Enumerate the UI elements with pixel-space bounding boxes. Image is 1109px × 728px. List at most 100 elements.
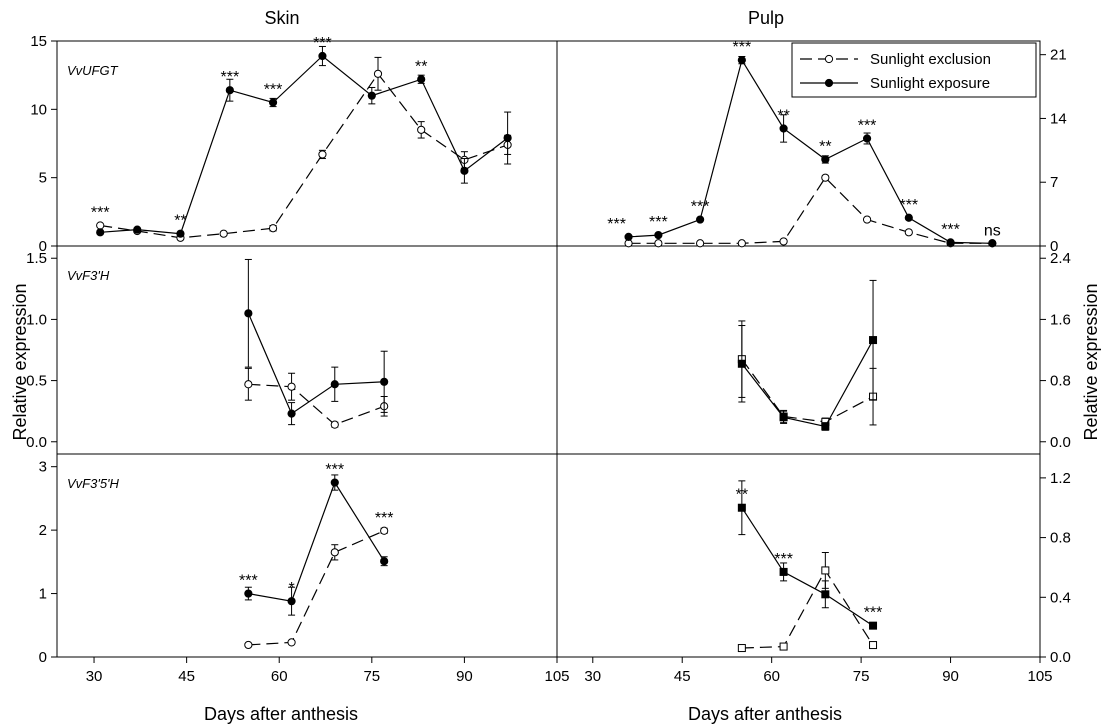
- y-tick-label: 15: [30, 33, 47, 50]
- data-point: [287, 597, 296, 606]
- data-point: [862, 134, 872, 143]
- y-tick-label: 3: [39, 459, 47, 476]
- data-point: [268, 224, 278, 233]
- data-point: [779, 642, 788, 651]
- data-point: [624, 232, 633, 241]
- series-line: [247, 313, 385, 415]
- significance-label: ***: [264, 82, 283, 99]
- significance-label: ***: [239, 573, 258, 590]
- panel-f3h-pulp: 0.0 0.8 1.6 2.4: [737, 250, 1071, 451]
- gene-label: VvF3'H: [67, 268, 110, 283]
- x-tick-label: 45: [178, 668, 195, 685]
- x-tick-label: 105: [1027, 668, 1052, 685]
- x-axis-pulp: 30 45 60 75 90 105: [584, 657, 1053, 685]
- significance-label: ***: [375, 510, 394, 527]
- series-line: [741, 358, 874, 423]
- data-point: [869, 621, 878, 630]
- series-line: [100, 72, 508, 239]
- y-tick-label: 7: [1050, 174, 1058, 191]
- legend-marker: [824, 78, 834, 88]
- significance-label: ***: [864, 605, 883, 622]
- x-tick-label: 90: [456, 668, 473, 685]
- significance-label: **: [415, 58, 427, 75]
- data-point: [244, 309, 253, 318]
- y-axis-label-right: Relative expression: [1081, 283, 1101, 440]
- data-point: [287, 382, 296, 391]
- data-point: [219, 229, 228, 238]
- data-point: [330, 548, 339, 557]
- legend: Sunlight exclusion Sunlight exposure: [791, 42, 1037, 98]
- data-point: [225, 86, 234, 95]
- x-tick-label: 60: [763, 668, 780, 685]
- significance-label: **: [736, 487, 748, 504]
- y-tick-label: 0.0: [1050, 649, 1071, 666]
- series-line: [248, 530, 385, 646]
- data-point: [417, 75, 426, 84]
- data-point: [367, 91, 376, 100]
- y-tick-label: 0.4: [1050, 589, 1071, 606]
- y-tick-label: 0.5: [26, 373, 47, 390]
- series-sunlight-exposure: [96, 45, 512, 238]
- data-point: [287, 638, 296, 647]
- data-point: [460, 166, 469, 175]
- series-sunlight-exclusion: [737, 552, 878, 653]
- y-tick-label: 0: [39, 649, 47, 666]
- column-title-pulp: Pulp: [748, 8, 784, 28]
- data-point: [946, 238, 955, 247]
- significance-label: ***: [941, 221, 960, 238]
- data-point: [330, 478, 339, 487]
- x-tick-label: 30: [86, 668, 103, 685]
- x-tick-label: 45: [674, 668, 691, 685]
- legend-box: [791, 42, 1037, 98]
- series-sunlight-exposure: [737, 480, 878, 630]
- data-point: [696, 239, 705, 248]
- data-point: [821, 173, 830, 182]
- data-point: [737, 239, 746, 248]
- legend-label: Sunlight exposure: [870, 75, 990, 92]
- significance-label: ***: [899, 197, 918, 214]
- data-point: [380, 377, 389, 386]
- data-point: [176, 229, 185, 238]
- x-tick-label: 90: [942, 668, 959, 685]
- y-tick-label: 1: [39, 586, 47, 603]
- data-point: [696, 215, 705, 224]
- column-title-skin: Skin: [264, 8, 299, 28]
- significance-label: ***: [607, 216, 626, 233]
- series-sunlight-exposure: [737, 279, 878, 431]
- y-tick-label: 0.8: [1050, 530, 1071, 547]
- data-point: [96, 228, 105, 237]
- significance-label: **: [174, 213, 186, 230]
- legend-marker: [824, 54, 834, 64]
- data-point: [779, 567, 788, 576]
- y-tick-label: 1.6: [1050, 311, 1071, 328]
- data-point: [737, 503, 746, 512]
- gene-label: VvF3'5'H: [67, 476, 120, 491]
- legend-label: Sunlight exclusion: [870, 51, 991, 68]
- series-sunlight-exposure: [244, 258, 389, 426]
- significance-label: **: [777, 107, 789, 124]
- y-tick-label: 0.0: [26, 434, 47, 451]
- x-tick-label: 30: [584, 668, 601, 685]
- data-point: [503, 133, 512, 143]
- y-tick-label: 1.5: [26, 250, 47, 267]
- data-point: [380, 557, 389, 566]
- data-point: [330, 380, 339, 389]
- series-line: [741, 569, 874, 649]
- data-point: [330, 420, 339, 429]
- y-axis-label-left: Relative expression: [10, 283, 30, 440]
- significance-label: ***: [649, 214, 668, 231]
- y-tick-label: 2.4: [1050, 250, 1071, 267]
- y-tick-label: 10: [30, 101, 47, 118]
- data-point: [133, 225, 142, 234]
- plot-frame: [56, 40, 1041, 658]
- data-point: [862, 215, 872, 224]
- data-point: [268, 98, 278, 107]
- panel-f35h-pulp: 0.00.40.81.2********: [736, 470, 1071, 666]
- x-axis-label-skin: Days after anthesis: [204, 704, 358, 724]
- gene-label: VvUFGT: [67, 63, 119, 78]
- y-tick-label: 0.0: [1050, 434, 1071, 451]
